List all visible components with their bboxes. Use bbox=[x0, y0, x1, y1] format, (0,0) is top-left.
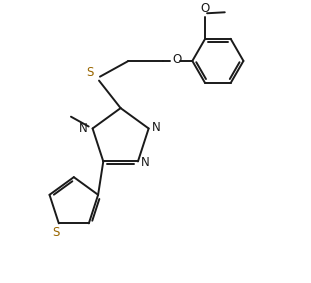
Text: N: N bbox=[151, 121, 160, 134]
Text: O: O bbox=[201, 2, 210, 15]
Text: S: S bbox=[87, 66, 94, 79]
Text: N: N bbox=[79, 122, 88, 135]
Text: S: S bbox=[52, 226, 59, 239]
Text: N: N bbox=[141, 156, 150, 169]
Text: O: O bbox=[173, 53, 182, 67]
